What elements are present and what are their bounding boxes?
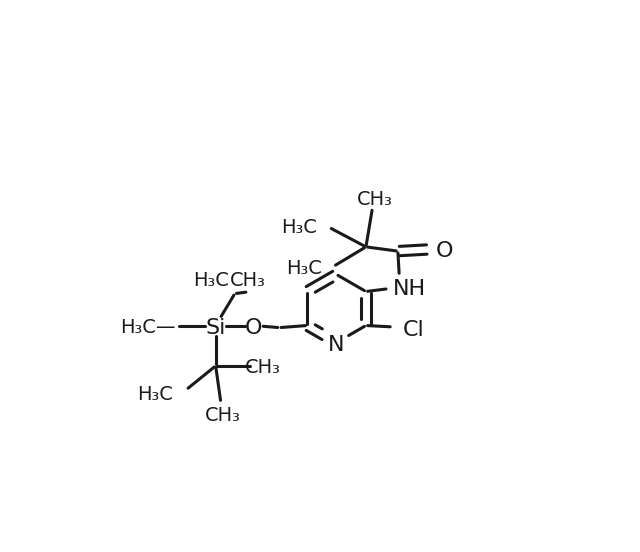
Text: N: N: [328, 335, 345, 354]
Text: NH: NH: [393, 279, 426, 299]
Text: H₃C: H₃C: [286, 259, 322, 278]
Text: Cl: Cl: [403, 320, 425, 339]
Text: O: O: [245, 317, 262, 337]
Text: H₃C: H₃C: [281, 217, 317, 237]
Text: CH₃: CH₃: [245, 358, 281, 378]
Text: O: O: [436, 241, 453, 261]
Text: CH₃: CH₃: [356, 190, 392, 209]
Text: H₃C: H₃C: [193, 271, 229, 290]
Text: Si: Si: [205, 317, 226, 337]
Text: CH₃: CH₃: [205, 406, 241, 426]
Text: H₃C: H₃C: [138, 385, 173, 404]
Text: H₃C—: H₃C—: [120, 318, 176, 337]
Text: CH₃: CH₃: [230, 271, 266, 290]
